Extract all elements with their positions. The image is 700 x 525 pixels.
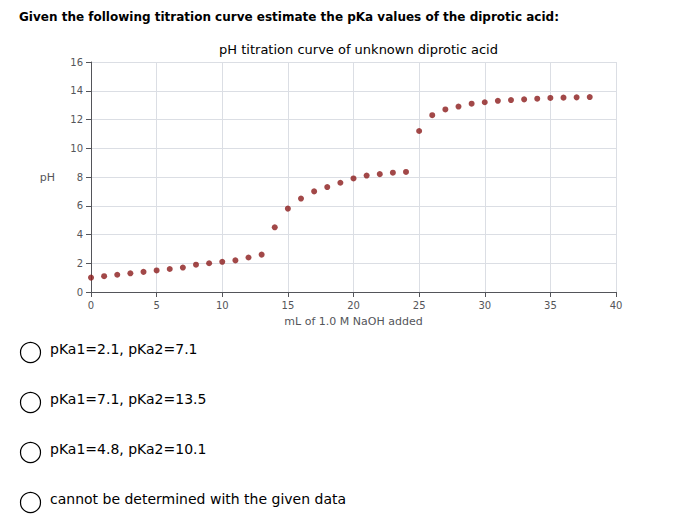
- svg-text:0: 0: [77, 287, 83, 298]
- svg-text:35: 35: [544, 300, 557, 311]
- svg-text:2: 2: [77, 258, 83, 269]
- svg-text:4: 4: [77, 229, 83, 240]
- svg-text:20: 20: [347, 300, 360, 311]
- svg-text:pKa1=2.1, pKa2=7.1: pKa1=2.1, pKa2=7.1: [50, 341, 198, 357]
- svg-text:5: 5: [153, 300, 159, 311]
- svg-text:10: 10: [70, 143, 83, 154]
- svg-text:12: 12: [70, 114, 83, 125]
- svg-text:0: 0: [88, 300, 94, 311]
- svg-text:30: 30: [478, 300, 491, 311]
- svg-text:10: 10: [216, 300, 229, 311]
- svg-text:14: 14: [70, 85, 83, 96]
- svg-text:40: 40: [610, 300, 623, 311]
- svg-text:25: 25: [413, 300, 426, 311]
- svg-text:Given the following titration: Given the following titration curve esti…: [19, 10, 559, 24]
- svg-text:pKa1=4.8, pKa2=10.1: pKa1=4.8, pKa2=10.1: [50, 441, 206, 457]
- svg-text:8: 8: [77, 172, 83, 183]
- svg-text:cannot be determined with the: cannot be determined with the given data: [50, 491, 346, 507]
- svg-text:15: 15: [282, 300, 295, 311]
- svg-text:6: 6: [77, 200, 83, 211]
- svg-text:16: 16: [70, 57, 83, 68]
- svg-text:pH titration curve of unknown: pH titration curve of unknown diprotic a…: [219, 42, 498, 57]
- svg-text:pH: pH: [40, 171, 55, 184]
- svg-text:pKa1=7.1, pKa2=13.5: pKa1=7.1, pKa2=13.5: [50, 391, 206, 407]
- svg-text:mL of 1.0 M NaOH added: mL of 1.0 M NaOH added: [284, 315, 422, 328]
